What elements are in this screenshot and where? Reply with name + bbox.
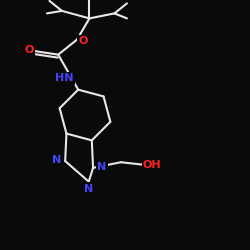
Text: O: O (78, 36, 88, 46)
Text: N: N (52, 155, 61, 165)
Text: OH: OH (143, 160, 162, 170)
Text: HN: HN (55, 74, 74, 84)
Text: O: O (24, 45, 34, 55)
Text: N: N (84, 184, 94, 194)
Text: N: N (97, 162, 106, 172)
